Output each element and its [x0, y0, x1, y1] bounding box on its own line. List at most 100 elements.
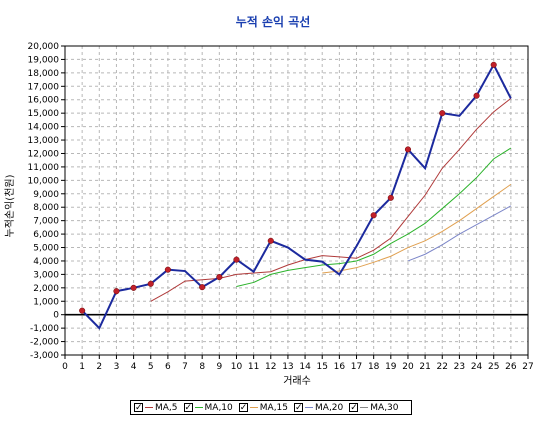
- x-tick-label: 10: [231, 362, 243, 372]
- legend-label: MA,20: [315, 402, 344, 413]
- legend-label: MA,10: [204, 402, 233, 413]
- y-tick-label: 16,000: [28, 96, 60, 106]
- legend-item-ma10[interactable]: ✓ MA,10: [183, 402, 233, 413]
- data-point: [370, 212, 377, 219]
- y-tick-label: 10,000: [28, 176, 60, 186]
- data-point: [387, 194, 394, 201]
- y-tick-label: 2,000: [33, 284, 59, 294]
- y-tick-label: 19,000: [28, 55, 60, 65]
- data-point: [439, 110, 446, 117]
- x-tick-label: 13: [282, 362, 293, 372]
- plot-area: [64, 45, 529, 356]
- legend-label: MA,30: [370, 402, 399, 413]
- legend-checkbox[interactable]: ✓: [183, 403, 193, 413]
- y-tick-label: 17,000: [28, 82, 60, 92]
- x-tick-label: 18: [368, 362, 380, 372]
- legend-checkbox[interactable]: ✓: [294, 403, 304, 413]
- legend-label: MA,15: [259, 402, 289, 413]
- x-axis-label: 거래수: [283, 375, 311, 387]
- x-tick-label: 14: [299, 362, 311, 372]
- legend-swatch: [249, 407, 258, 408]
- x-tick-label: 8: [199, 362, 205, 372]
- series-line-ma20: [407, 205, 512, 262]
- data-point: [79, 307, 86, 314]
- data-point: [267, 237, 274, 244]
- x-tick-label: 6: [165, 362, 171, 372]
- x-tick-label: 26: [505, 362, 517, 372]
- x-tick-label: 17: [351, 362, 362, 372]
- x-tick-label: 5: [148, 362, 154, 372]
- x-tick-label: 15: [316, 362, 327, 372]
- legend-checkbox[interactable]: ✓: [134, 403, 143, 413]
- x-tick-label: 23: [454, 362, 465, 372]
- x-tick-label: 2: [96, 362, 102, 372]
- x-tick-label: 7: [182, 362, 188, 372]
- x-tick-label: 9: [216, 362, 222, 372]
- legend-item-ma20[interactable]: ✓ MA,20: [294, 403, 343, 413]
- x-tick-label: 11: [248, 362, 259, 372]
- x-tick-label: 16: [334, 362, 346, 372]
- y-tick-label: 4,000: [33, 257, 59, 267]
- y-tick-label: 9,000: [33, 190, 59, 200]
- x-tick-label: 24: [471, 362, 483, 372]
- y-tick-label: 20,000: [28, 42, 60, 52]
- y-tick-label: 8,000: [33, 203, 59, 213]
- series-line-ma5: [150, 98, 512, 302]
- x-tick-label: 27: [522, 362, 533, 372]
- data-point: [404, 146, 412, 153]
- x-axis-ticks: 0 1 2 3 4 5 6 7 8 9 10 11 12 13 14 15 16 17 18 19 20 21 22 23 24…: [62, 355, 534, 372]
- y-tick-label: 7,000: [33, 217, 59, 227]
- y-tick-label: 13,000: [28, 136, 60, 146]
- y-tick-label: 15,000: [28, 109, 60, 119]
- series-line-ma15: [322, 183, 512, 274]
- y-tick-label: 14,000: [28, 123, 60, 133]
- data-point: [473, 92, 480, 99]
- series-lines: [79, 61, 512, 330]
- x-tick-label: 12: [265, 362, 276, 372]
- y-tick-label: 1,000: [33, 297, 59, 307]
- legend-checkbox[interactable]: ✓: [238, 403, 248, 413]
- x-tick-label: 0: [62, 362, 68, 372]
- y-axis-label: 누적손익(천원): [4, 174, 16, 237]
- y-tick-label: 18,000: [28, 69, 60, 79]
- y-tick-label: -1,000: [30, 324, 59, 334]
- series-line-ma10: [236, 147, 512, 287]
- legend-item-ma15[interactable]: ✓ MA,15: [238, 402, 289, 413]
- chart-title: 누적 손익 곡선: [236, 14, 311, 29]
- legend-swatch: [194, 407, 203, 408]
- y-tick-label: 6,000: [33, 230, 59, 240]
- x-tick-label: 25: [488, 362, 499, 372]
- legend-checkbox[interactable]: ✓: [349, 403, 359, 413]
- grid: [64, 45, 529, 356]
- data-point: [113, 288, 120, 295]
- data-point: [130, 284, 137, 291]
- data-point: [216, 274, 223, 281]
- x-tick-label: 19: [385, 362, 397, 372]
- legend-item-ma5[interactable]: ✓ MA,5: [134, 403, 178, 413]
- legend: ✓ MA,5 ✓ MA,10 ✓ MA,15 ✓ MA,20 ✓ MA,30: [130, 400, 412, 415]
- y-tick-label: 5,000: [33, 244, 59, 254]
- legend-swatch: [360, 407, 369, 408]
- legend-label: MA,5: [155, 402, 178, 413]
- y-tick-label: -2,000: [30, 338, 59, 348]
- y-tick-label: 11,000: [28, 163, 60, 173]
- data-point: [147, 280, 154, 287]
- x-tick-label: 4: [131, 362, 137, 372]
- x-tick-label: 3: [114, 362, 120, 372]
- x-tick-label: 20: [402, 362, 414, 372]
- legend-swatch: [145, 407, 153, 408]
- data-point: [199, 284, 206, 291]
- series-line-equity: [81, 62, 512, 330]
- y-tick-label: -3,000: [30, 351, 59, 361]
- data-point: [164, 266, 171, 273]
- data-point: [233, 256, 240, 263]
- legend-item-ma30[interactable]: ✓ MA,30: [349, 402, 399, 413]
- legend-swatch: [305, 407, 314, 408]
- data-point: [490, 61, 497, 68]
- y-tick-label: 0: [53, 311, 59, 321]
- y-tick-label: 12,000: [28, 149, 60, 159]
- y-tick-label: 3,000: [33, 270, 59, 280]
- y-axis-ticks: -3,000 -2,000 -1,000 0 1,000 2,000 3,000 4,000 5…: [28, 42, 65, 361]
- x-tick-label: 22: [437, 362, 448, 372]
